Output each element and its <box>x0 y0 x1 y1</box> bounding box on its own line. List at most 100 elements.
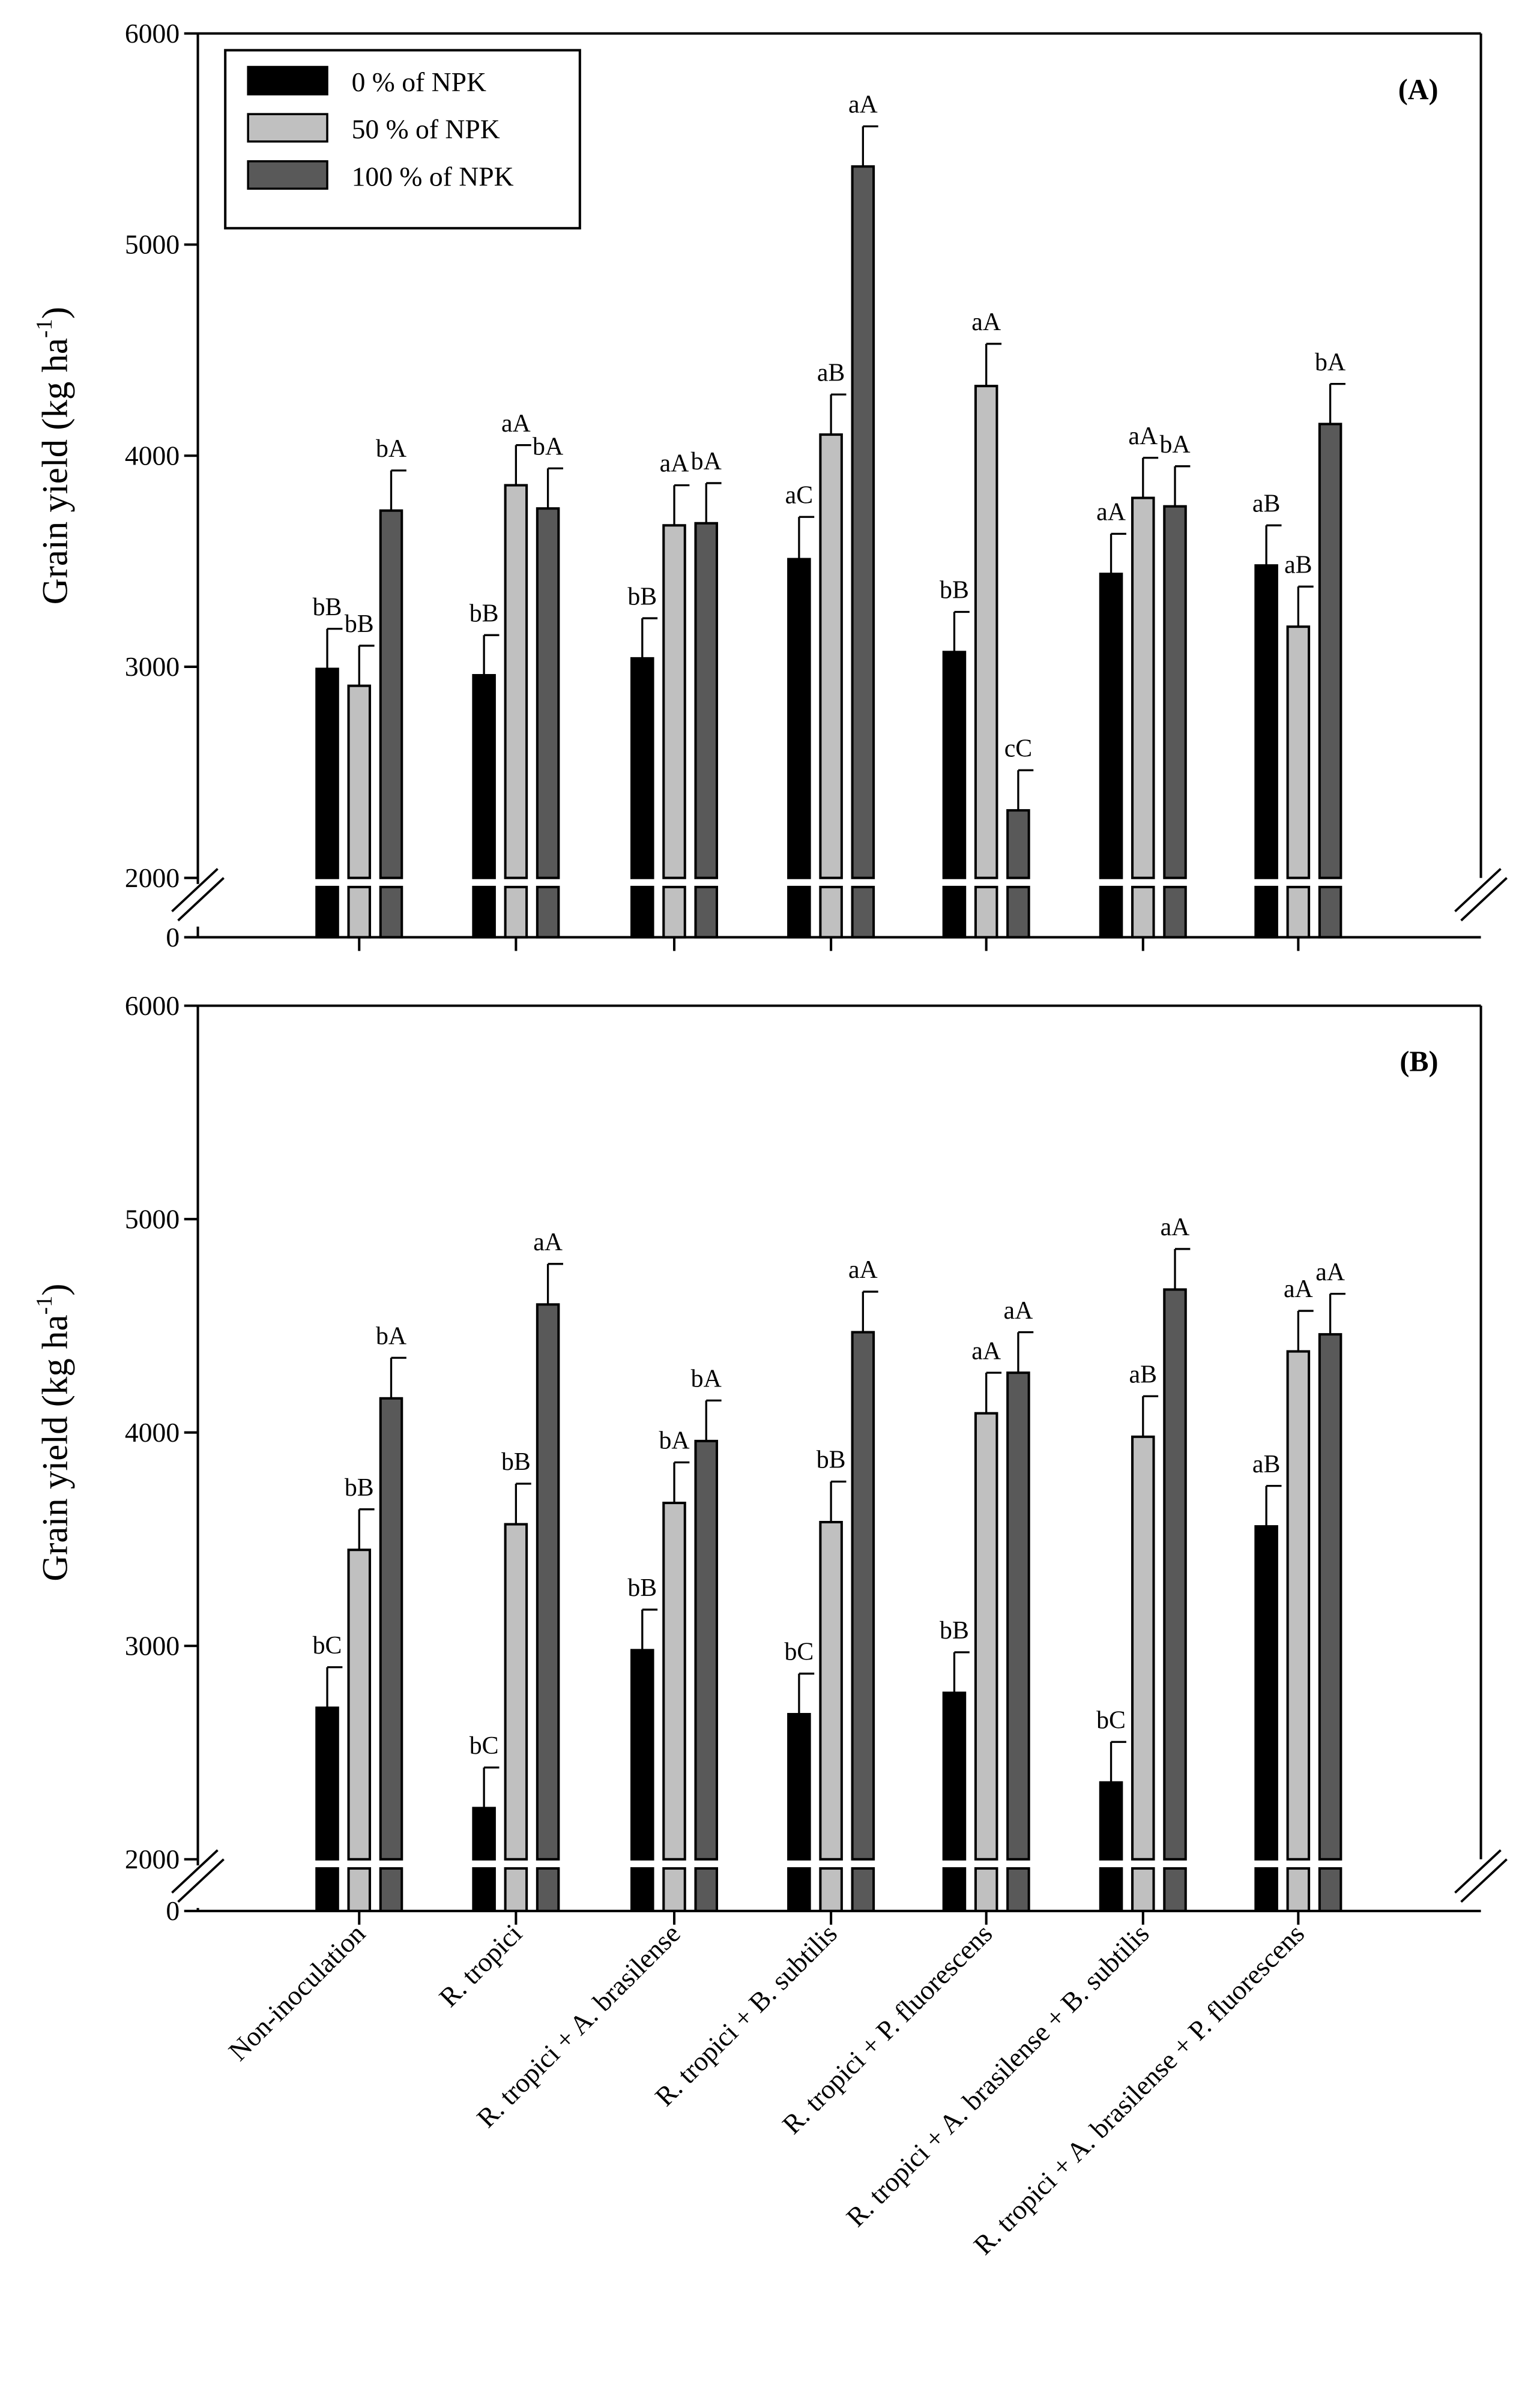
bar-stub <box>787 1867 811 1912</box>
bar-stub <box>787 885 811 939</box>
bar <box>974 385 998 879</box>
bar-stub <box>630 885 654 939</box>
bar <box>974 1412 998 1861</box>
bar <box>787 1712 811 1861</box>
bar-stub <box>851 885 875 939</box>
significance-letter: bC <box>1096 1706 1126 1734</box>
axis-break-gap-right <box>1450 1865 1512 1908</box>
significance-letter: aC <box>785 481 813 509</box>
legend-swatch <box>247 113 328 143</box>
significance-letter: bA <box>1159 431 1190 459</box>
bar <box>694 1439 719 1861</box>
category-label: Non-inoculation <box>222 1918 371 2066</box>
bar-stub <box>472 1867 496 1912</box>
bar <box>819 433 843 879</box>
bar-stub <box>694 1867 719 1912</box>
significance-letter: aA <box>971 1337 1001 1365</box>
significance-letter: bA <box>376 435 406 463</box>
significance-letter: aB <box>1252 1451 1280 1478</box>
category-labels: Non-inoculation R. tropici R. tropici + A.… <box>222 1918 1310 2260</box>
y-axis-label-text: Grain yield (kg ha <box>35 1315 76 1582</box>
bar <box>1254 564 1278 879</box>
significance-letter: bB <box>940 1617 969 1645</box>
significance-letter: aA <box>1315 1259 1345 1286</box>
bar-stub <box>315 885 339 939</box>
significance-letter: bA <box>691 1365 722 1393</box>
panel-label: (B) <box>1400 1046 1438 1078</box>
bar-stub <box>504 1867 528 1912</box>
bar-stub <box>630 1867 654 1912</box>
y-axis-label-close: ) <box>35 1284 76 1296</box>
bar <box>379 509 403 879</box>
bar <box>1099 573 1123 879</box>
y-tick-label: 4000 <box>125 440 180 471</box>
bar-stub <box>1006 1867 1030 1912</box>
significance-letter: aA <box>1096 499 1126 526</box>
bar-stub <box>1099 1867 1123 1912</box>
bar <box>347 684 372 879</box>
y-tick-label: 5000 <box>125 1203 180 1234</box>
bar-stub <box>662 1867 686 1912</box>
significance-letter: aB <box>1252 490 1280 517</box>
significance-letter: bB <box>627 1574 657 1602</box>
bar-stub <box>1131 885 1155 939</box>
bar-stub <box>942 1867 967 1912</box>
significance-letter: bB <box>470 600 499 627</box>
axis-break-mark-right <box>1454 1849 1502 1894</box>
axis-break-mark-left <box>177 1858 225 1903</box>
bar <box>819 1520 843 1861</box>
significance-letter: aB <box>817 359 845 387</box>
bar-stub <box>942 885 967 939</box>
y-tick-label: 3000 <box>125 1630 180 1661</box>
panel-label: (A) <box>1398 74 1439 106</box>
legend-label: 50 % of NPK <box>352 114 500 145</box>
bar <box>1131 496 1155 879</box>
legend-swatch <box>247 160 328 190</box>
bar <box>1006 809 1030 879</box>
bar-stub <box>1254 885 1278 939</box>
significance-letter: bA <box>659 1427 689 1455</box>
bar <box>1254 1525 1278 1861</box>
bar <box>536 507 560 879</box>
bar <box>851 165 875 879</box>
bar-stub <box>851 1867 875 1912</box>
legend-label: 0 % of NPK <box>352 67 486 97</box>
bar-stub <box>472 885 496 939</box>
axis-break-mark-left <box>177 877 225 922</box>
y-axis-label-text: Grain yield (kg ha <box>35 338 76 604</box>
significance-letter: bA <box>691 448 722 475</box>
significance-letter: bB <box>940 577 969 604</box>
bar <box>1318 423 1342 879</box>
bar-stub <box>536 885 560 939</box>
bar-stub <box>1286 1867 1311 1912</box>
bar-stub <box>662 885 686 939</box>
y-tick-label: 2000 <box>125 862 180 893</box>
significance-letter: aA <box>501 410 531 438</box>
significance-letter: aA <box>1161 1214 1190 1241</box>
significance-letter: bB <box>817 1446 846 1474</box>
bar-stub <box>1099 885 1123 939</box>
bar <box>1131 1435 1155 1861</box>
bar-stub <box>1163 1867 1187 1912</box>
significance-letter: aA <box>533 1229 563 1256</box>
bar-stub <box>694 885 719 939</box>
y-tick-label: 3000 <box>125 651 180 682</box>
bar <box>787 558 811 879</box>
bar <box>504 484 528 879</box>
bar-stub <box>379 885 403 939</box>
bar-stub <box>504 885 528 939</box>
bar <box>1163 505 1187 879</box>
significance-letter: aA <box>1004 1297 1033 1325</box>
bar <box>662 1502 686 1861</box>
significance-letter: bB <box>501 1448 531 1476</box>
bar <box>1318 1333 1342 1861</box>
bar-stub <box>536 1867 560 1912</box>
legend-swatch <box>247 65 328 95</box>
y-axis-label-close: ) <box>35 307 76 319</box>
bar-stub <box>1131 1867 1155 1912</box>
bar <box>1163 1288 1187 1861</box>
axis-break-mark-left <box>171 1849 219 1894</box>
y-axis-label: Grain yield (kg ha-1) <box>32 307 75 604</box>
